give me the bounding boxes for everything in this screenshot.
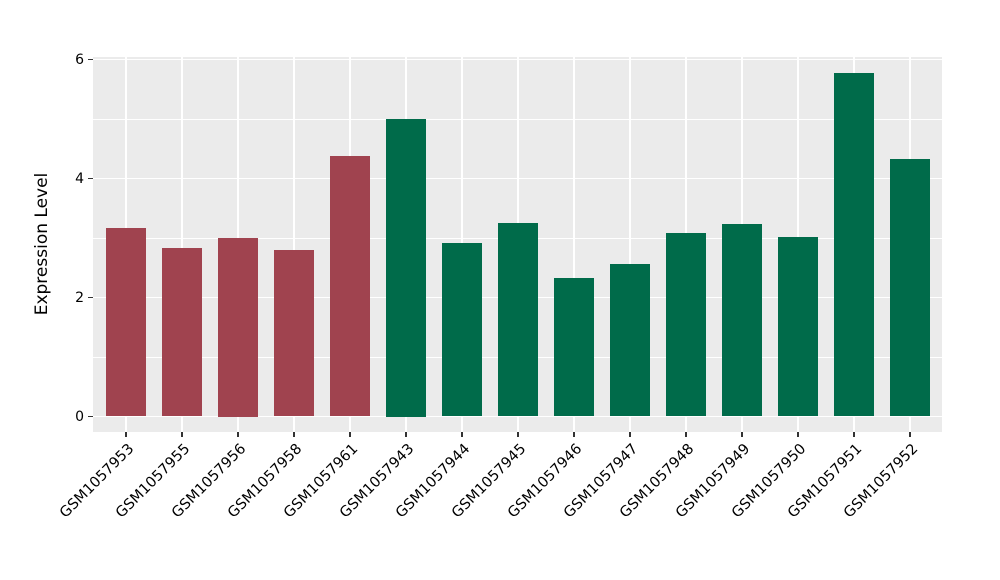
x-tick-GSM1057945	[517, 432, 519, 437]
bar-GSM1057948	[666, 232, 706, 417]
x-tick-GSM1057955	[181, 432, 183, 437]
y-tick-2	[88, 296, 93, 299]
bar-GSM1057955	[162, 248, 202, 417]
x-tick-GSM1057951	[853, 432, 855, 437]
y-tick-label-0: 0	[75, 408, 84, 425]
x-tick-GSM1057949	[741, 432, 743, 437]
bar-GSM1057947	[610, 263, 650, 417]
bar-GSM1057953	[106, 227, 146, 417]
major-gridline-x-GSM1057958	[293, 57, 295, 432]
x-tick-GSM1057956	[237, 432, 239, 437]
bar-GSM1057945	[498, 222, 538, 417]
major-gridline-x-GSM1057947	[629, 57, 631, 432]
x-tick-GSM1057947	[629, 432, 631, 437]
plot-panel	[93, 57, 942, 432]
x-tick-GSM1057953	[125, 432, 127, 437]
bar-GSM1057950	[778, 236, 818, 417]
x-tick-GSM1057944	[461, 432, 463, 437]
x-tick-GSM1057952	[909, 432, 911, 437]
major-gridline-x-GSM1057946	[573, 57, 575, 432]
y-tick-label-4: 4	[75, 170, 84, 187]
bar-GSM1057944	[442, 243, 482, 417]
y-axis-title: Expression Level	[32, 172, 52, 316]
x-tick-GSM1057943	[405, 432, 407, 437]
bar-GSM1057952	[890, 159, 930, 417]
x-tick-GSM1057946	[573, 432, 575, 437]
y-tick-0	[88, 415, 93, 418]
x-tick-GSM1057958	[293, 432, 295, 437]
y-tick-label-2: 2	[75, 289, 84, 306]
y-tick-6	[88, 58, 93, 61]
x-tick-GSM1057961	[349, 432, 351, 437]
bar-GSM1057951	[834, 73, 874, 417]
y-tick-label-6: 6	[75, 51, 84, 68]
bar-GSM1057943	[386, 119, 426, 417]
bar-GSM1057946	[554, 278, 594, 417]
x-tick-GSM1057950	[797, 432, 799, 437]
bar-GSM1057949	[722, 224, 762, 417]
bar-GSM1057958	[274, 250, 314, 417]
bar-GSM1057961	[330, 156, 370, 417]
y-tick-4	[88, 177, 93, 180]
major-gridline-x-GSM1057955	[181, 57, 183, 432]
x-tick-GSM1057948	[685, 432, 687, 437]
bar-GSM1057956	[218, 238, 258, 417]
